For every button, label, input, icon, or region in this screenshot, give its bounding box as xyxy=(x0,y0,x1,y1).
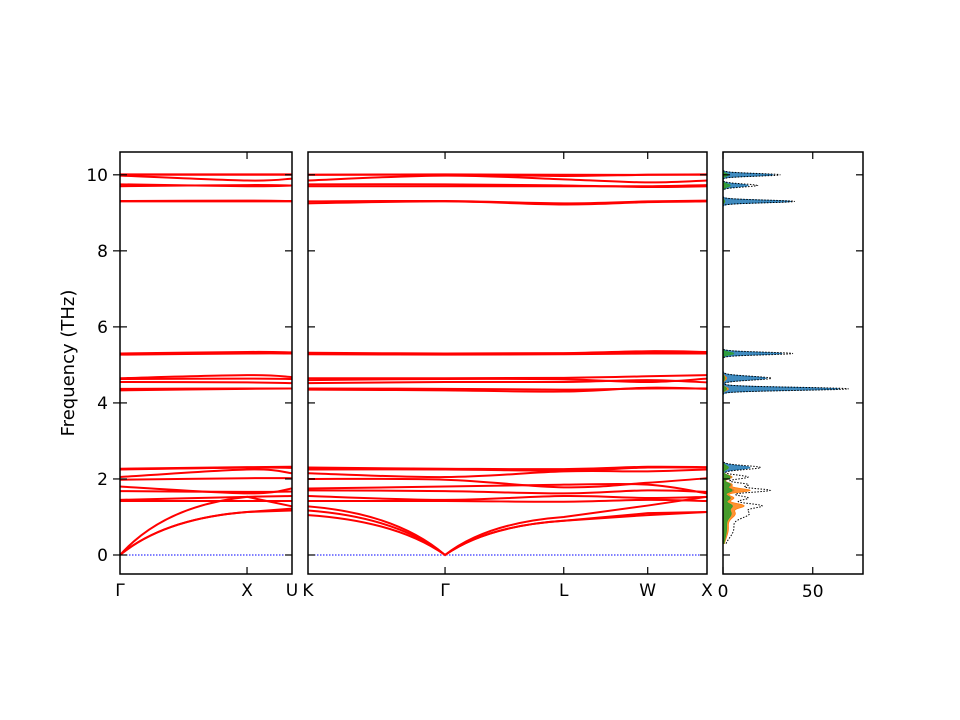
phonon-band-17 xyxy=(307,374,708,380)
phonon-band-6 xyxy=(307,489,708,495)
phonon-band-22 xyxy=(307,199,708,205)
phonon-band-3 xyxy=(307,495,708,557)
dos-x-tick-label: 0 xyxy=(718,582,729,602)
phonon-band-3 xyxy=(119,495,293,556)
phonon-band-8 xyxy=(119,477,293,481)
phonon-band-20 xyxy=(307,350,708,355)
phonon-band-25 xyxy=(307,174,708,184)
y-tick-label: 8 xyxy=(97,242,108,262)
y-tick-label: 10 xyxy=(86,166,108,186)
y-axis-label: Frequency (THz) xyxy=(58,290,79,437)
x-tick-label-Γ: Γ xyxy=(440,581,450,601)
x-tick-label-X: X xyxy=(241,581,253,601)
total-dos-line xyxy=(722,159,849,544)
y-tick-label: 6 xyxy=(97,318,108,338)
phonon-band-12 xyxy=(307,465,708,471)
phonon-band-17 xyxy=(119,374,293,380)
phonon-band-4 xyxy=(307,498,708,503)
phonon-band-6 xyxy=(119,490,293,493)
dos-frame xyxy=(722,151,864,575)
phonon-band-14 xyxy=(307,387,708,391)
phonon-band-9 xyxy=(307,468,708,479)
panel-frame xyxy=(119,151,293,575)
phonon-band-15 xyxy=(307,379,708,385)
phonon-band-8 xyxy=(307,477,708,489)
phonon-band-16 xyxy=(307,377,708,384)
phonon-band-5 xyxy=(119,495,293,501)
phonon-band-12 xyxy=(119,465,293,470)
phonon-band-1 xyxy=(307,511,708,557)
dos-panel: 0 50 xyxy=(718,151,864,602)
y-tick-label: 4 xyxy=(97,394,108,414)
x-tick-label-U: U xyxy=(286,581,298,601)
phonon-band-5 xyxy=(307,495,708,501)
phonon-band-20 xyxy=(119,350,293,355)
phonon-band-2 xyxy=(119,509,293,556)
y-tick-label: 2 xyxy=(97,470,108,490)
x-tick-label-W: W xyxy=(639,581,656,601)
phonon-band-7 xyxy=(307,482,708,495)
panel-frame xyxy=(307,151,708,575)
x-tick-label-Γ: Γ xyxy=(115,581,125,601)
phonon-band-24 xyxy=(307,183,708,188)
phonon-band-9 xyxy=(119,468,293,479)
x-tick-label-X: X xyxy=(701,581,713,601)
x-tick-label-K: K xyxy=(302,581,314,601)
y-axis: 0 2 4 6 8 10 xyxy=(86,166,120,566)
dos-x-tick-label: 50 xyxy=(802,582,824,602)
partial-dos-series-1 xyxy=(722,159,840,544)
y-tick-label: 0 xyxy=(97,546,108,566)
phonon-band-15 xyxy=(119,381,293,385)
phonon-band-25 xyxy=(119,174,293,182)
x-tick-label-L: L xyxy=(559,581,569,601)
phonon-band-24 xyxy=(119,183,293,188)
phonon-band-7 xyxy=(119,485,293,495)
